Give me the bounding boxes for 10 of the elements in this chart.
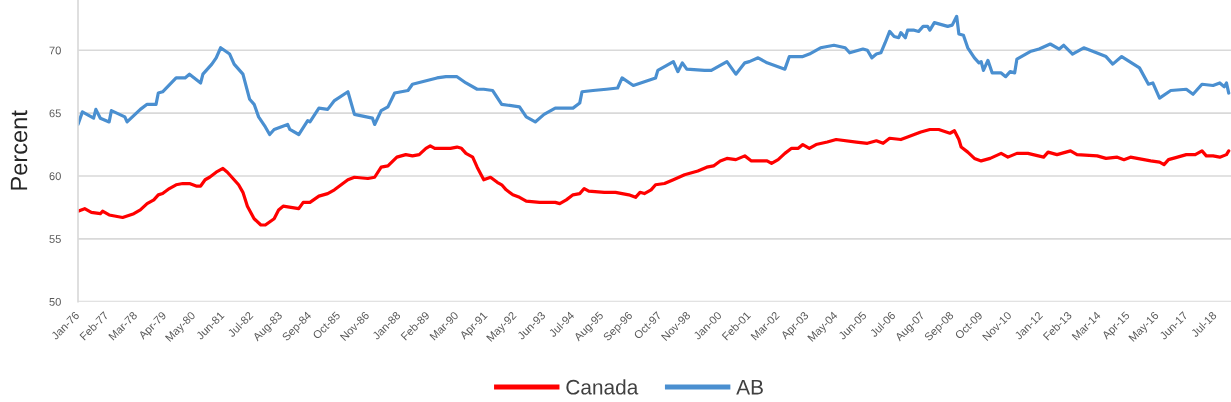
legend-label: AB	[736, 380, 763, 395]
y-tick-label: 60	[49, 172, 61, 181]
y-tick-label: 70	[49, 46, 61, 55]
y-axis-title: Percent	[10, 110, 28, 190]
legend-label: Canada	[566, 379, 639, 395]
y-tick-label: 65	[49, 109, 61, 118]
line-series	[78, 14, 1231, 137]
y-tick-label: 50	[49, 297, 61, 306]
line-series	[78, 127, 1231, 227]
y-tick-label: 55	[49, 235, 61, 243]
